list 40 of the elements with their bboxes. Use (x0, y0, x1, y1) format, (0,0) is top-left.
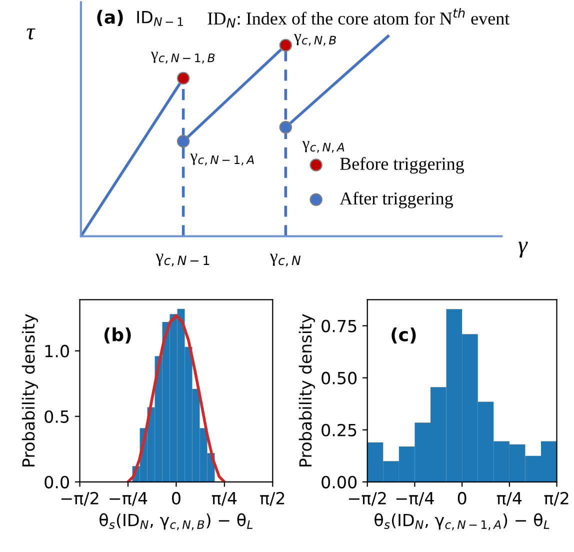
point (176, 134, 190, 148)
x-tick-label: −π/2 (349, 492, 386, 506)
x-axis-title: θ$_{s}$(ID$_{N}$, γ$_{c,N,B}$) − θ$_{L}$ (100, 513, 253, 530)
annotation: (c) (392, 327, 416, 344)
point (279, 38, 292, 52)
text: ID$_{N}$: Index of the core atom for N$^{th}$ event (208, 8, 510, 28)
y-tick-label: 0.25 (322, 424, 356, 436)
x-tick-label: γ$_{c,N}$ (270, 254, 301, 266)
x-tick-label: −π/4 (110, 492, 148, 506)
annotation: γ$_{c,N−1,A}$ (190, 154, 254, 166)
point (176, 72, 190, 85)
x-tick-label: π/2 (544, 492, 568, 506)
y-tick-label: 0.50 (322, 372, 357, 384)
y-tick-label: 0.75 (322, 320, 356, 332)
text: ID$_{N−1}$ (137, 11, 183, 26)
x-tick-label: −π/2 (61, 492, 98, 506)
x-tick-label: 0 (458, 492, 466, 505)
annotation: γ$_{c,N,A}$ (302, 141, 344, 153)
y-axis-title: Probability density (22, 314, 38, 466)
x-axis-title: γ (518, 242, 528, 258)
x-tick-label: π/4 (212, 492, 237, 506)
legend-label: Before triggering (340, 157, 464, 174)
x-axis-title: θ$_{s}$(ID$_{N}$, γ$_{c,N−1,A}$) − θ$_{L}$ (374, 513, 550, 530)
legend-label: After triggering (340, 192, 454, 208)
x-tick-label: −π/4 (396, 492, 434, 506)
x-tick-label: π/2 (260, 492, 284, 506)
y-tick-label: 0.00 (322, 476, 357, 488)
x-tick-label: γ$_{c,N−1}$ (156, 254, 210, 266)
y-axis-title: Probability density (298, 314, 315, 466)
x-tick-label: π/4 (496, 492, 522, 506)
y-tick-label: 0.0 (44, 476, 69, 488)
text: (a) (97, 10, 123, 26)
y-tick-label: 1.0 (45, 344, 69, 358)
x-tick-label: 0 (172, 492, 180, 505)
y-tick-label: 0.5 (44, 410, 69, 423)
point (279, 120, 292, 134)
y-axis-title: τ (26, 28, 36, 40)
annotation: (b) (104, 327, 131, 344)
annotation: γ$_{c,N,B}$ (294, 34, 336, 46)
annotation: γ$_{c,N−1,B}$ (150, 52, 215, 64)
